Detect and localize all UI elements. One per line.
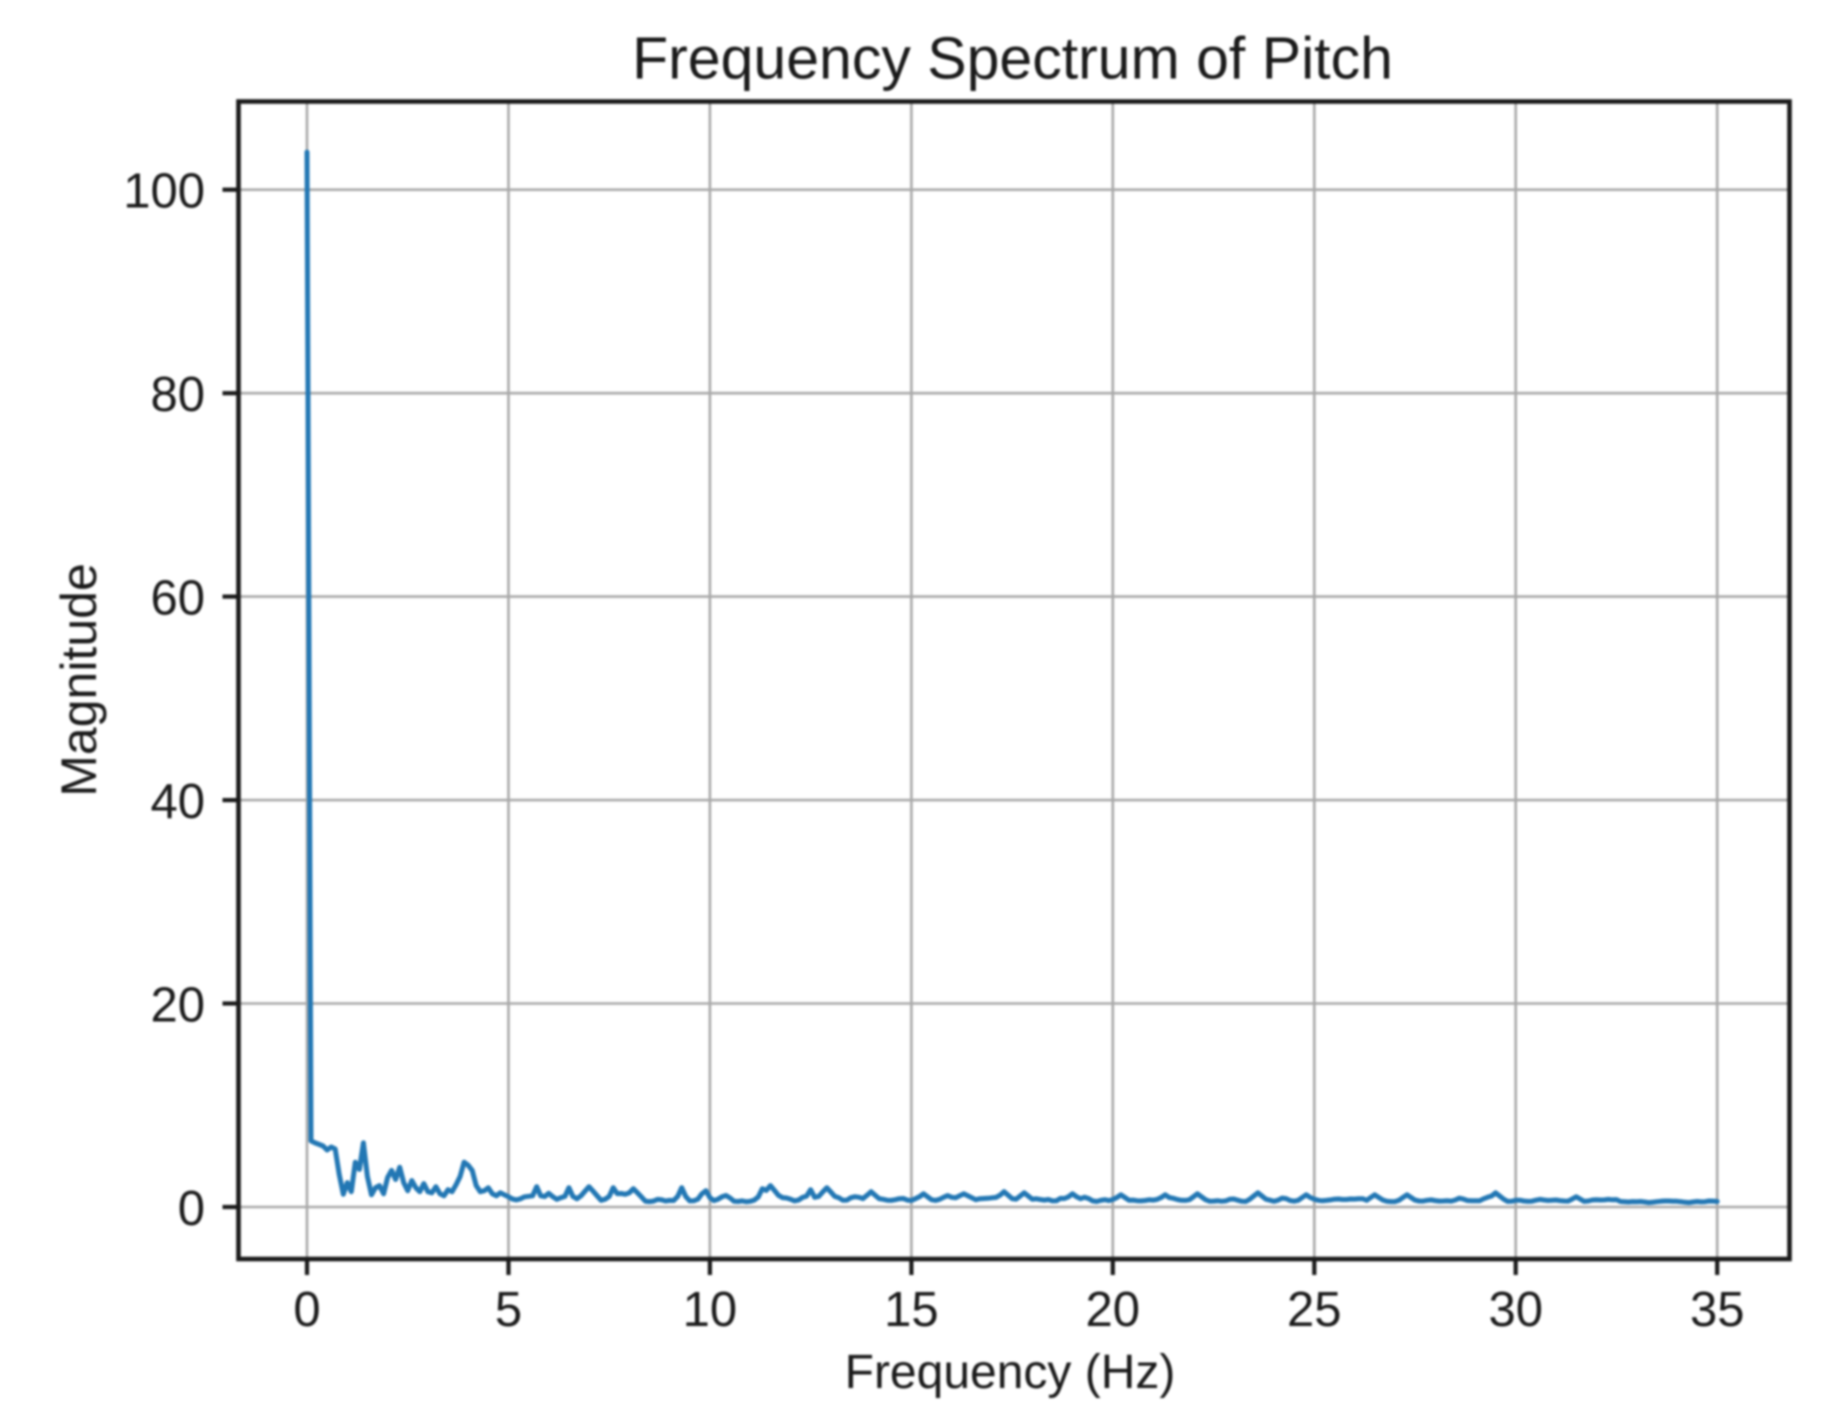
- svg-text:100: 100: [123, 165, 205, 219]
- svg-text:15: 15: [884, 1283, 939, 1337]
- svg-text:30: 30: [1488, 1283, 1543, 1337]
- svg-text:20: 20: [1086, 1283, 1141, 1337]
- svg-text:80: 80: [150, 368, 205, 422]
- svg-text:60: 60: [150, 572, 205, 626]
- svg-text:0: 0: [178, 1182, 205, 1236]
- svg-text:Frequency Spectrum of Pitch: Frequency Spectrum of Pitch: [632, 26, 1393, 92]
- svg-text:10: 10: [683, 1283, 738, 1337]
- svg-text:Magnitude: Magnitude: [51, 563, 107, 797]
- svg-text:35: 35: [1690, 1283, 1745, 1337]
- svg-text:0: 0: [293, 1283, 320, 1337]
- svg-text:20: 20: [150, 979, 205, 1033]
- svg-text:25: 25: [1287, 1283, 1342, 1337]
- svg-text:5: 5: [495, 1283, 522, 1337]
- svg-text:Frequency (Hz): Frequency (Hz): [845, 1346, 1176, 1399]
- svg-text:40: 40: [150, 775, 205, 829]
